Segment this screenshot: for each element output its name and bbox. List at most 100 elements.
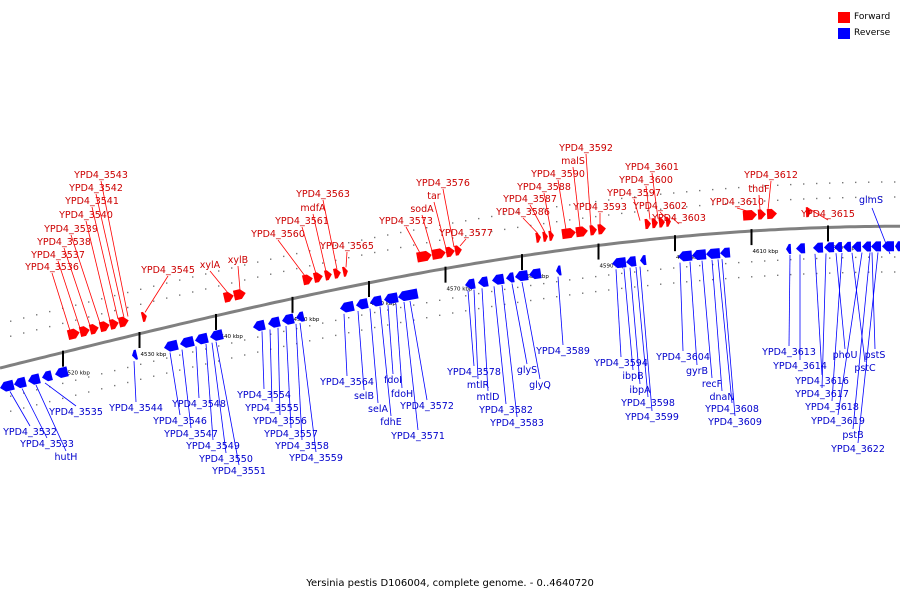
scale-tick [444,266,447,283]
guide-dot [868,256,870,258]
reverse-gene-label: fdoI [384,375,402,386]
guide-dot [309,265,311,267]
reverse-gene-label: YPD4_3598 [620,398,675,409]
legend-item-forward: Forward [838,9,890,25]
leader-line [717,259,733,404]
guide-dot [465,220,467,222]
guide-dot [114,294,116,297]
scale-tick [368,280,370,297]
reverse-gene-label: gyrB [686,366,708,377]
leader-line [100,180,129,317]
guide-dot [504,228,506,231]
guide-dot [49,310,51,313]
leader-line [807,207,829,221]
leader-line [269,329,273,403]
reverse-gene [626,256,637,267]
guide-dot [491,290,493,293]
leader-line [299,322,317,453]
leader-line [21,388,48,439]
guide-dot [556,221,558,223]
leader-line [44,382,77,407]
guide-dot [777,259,779,261]
guide-dot [855,181,857,184]
leader-line [585,153,592,227]
guide-dot [816,197,818,200]
scale-tick [291,296,294,313]
leader-line [70,234,101,324]
leader-line [814,253,823,376]
guide-dot [361,254,363,256]
guide-dot [556,296,558,298]
scale-tick-label: 4570 kbp [447,287,473,293]
guide-dot [725,202,727,205]
leader-line [322,199,338,270]
guide-dot [530,284,532,287]
leader-line [615,269,622,358]
guide-dot [543,222,545,225]
scale-tick-label: 4550 kbp [294,317,320,323]
guide-dot [374,326,376,329]
guide-dot [816,182,818,185]
guide-dot [36,329,38,331]
guide-dot [686,281,688,283]
leader-line [557,179,567,230]
reverse-gene-label: YPD4_3582 [478,405,533,416]
guide-dot [608,214,610,216]
guide-dot [465,310,467,312]
reverse-gene-label: YPD4_3604 [655,352,710,363]
reverse-gene [692,249,707,261]
reverse-gene [370,295,383,307]
forward-gene-label: xylB [228,255,248,266]
leader-line [651,172,659,219]
scale-tick-label: 4560 kbp [370,301,396,307]
guide-dot [75,379,77,381]
guide-dot [738,186,740,189]
leader-line [403,301,419,431]
leader-line [557,276,564,346]
guide-dot [725,262,727,265]
leader-line [871,207,891,255]
guide-dot [309,250,311,252]
guide-dot [153,285,155,287]
guide-dot [816,272,818,275]
leader-line [851,252,866,363]
leader-line [433,201,447,249]
reverse-gene-label: YPD4_3551 [211,466,266,477]
reverse-gene [786,243,792,254]
leader-line [493,286,507,405]
guide-dot [686,191,688,193]
reverse-gene [132,349,139,360]
forward-gene-label: YPD4_3538 [36,237,91,248]
guide-dot [127,366,129,369]
leader-line [343,313,348,377]
forward-gene [561,228,576,240]
reverse-gene [706,248,721,259]
guide-dot [205,273,207,275]
leader-line [57,260,81,329]
reverse-gene-label: YPD4_3613 [761,347,816,358]
guide-dot [712,278,714,281]
guide-dot [504,213,506,216]
forward-gene-label: YPD4_3577 [438,228,493,239]
guide-dot [894,256,896,258]
forward-gene [644,218,651,230]
reverse-gene [556,265,562,276]
leader-line [623,268,634,371]
guide-dot [842,257,844,259]
guide-dot [49,325,51,328]
guide-dot [699,279,701,282]
reverse-gene-label: YPD4_3608 [704,404,759,415]
guide-dot [374,311,376,314]
guide-dot [205,288,207,290]
guide-dot [374,251,376,254]
guide-dot [205,363,207,365]
backbone-line [0,224,900,370]
reverse-gene-label: YPD4_3557 [263,429,318,440]
reverse-gene-label: selB [354,391,374,402]
reverse-gene-label: glmS [859,195,883,206]
forward-gene [78,326,90,338]
forward-gene [332,268,341,279]
reverse-gene-label: YPD4_3616 [794,376,849,387]
guide-dot [621,212,623,215]
guide-dot [660,193,662,195]
